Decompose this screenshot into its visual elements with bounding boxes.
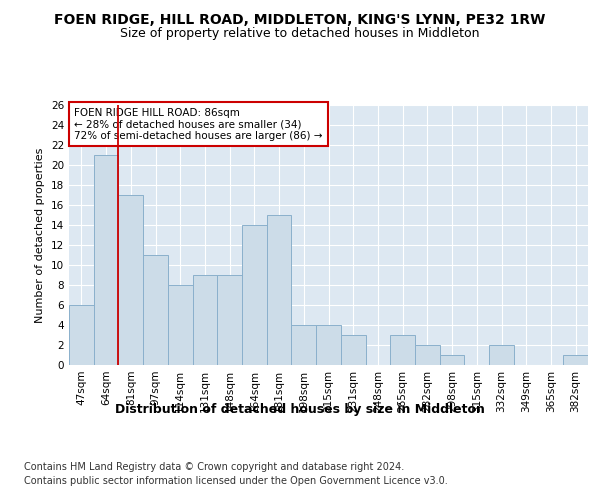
Bar: [217, 275, 242, 365]
Bar: [69, 305, 94, 365]
Bar: [440, 355, 464, 365]
Text: Distribution of detached houses by size in Middleton: Distribution of detached houses by size …: [115, 402, 485, 415]
Bar: [94, 155, 118, 365]
Bar: [563, 355, 588, 365]
Y-axis label: Number of detached properties: Number of detached properties: [35, 148, 46, 322]
Bar: [341, 335, 365, 365]
Text: FOEN RIDGE HILL ROAD: 86sqm
← 28% of detached houses are smaller (34)
72% of sem: FOEN RIDGE HILL ROAD: 86sqm ← 28% of det…: [74, 108, 323, 141]
Bar: [168, 285, 193, 365]
Text: Contains HM Land Registry data © Crown copyright and database right 2024.: Contains HM Land Registry data © Crown c…: [24, 462, 404, 472]
Bar: [118, 195, 143, 365]
Bar: [316, 325, 341, 365]
Bar: [143, 255, 168, 365]
Bar: [292, 325, 316, 365]
Text: Contains public sector information licensed under the Open Government Licence v3: Contains public sector information licen…: [24, 476, 448, 486]
Bar: [242, 225, 267, 365]
Bar: [489, 345, 514, 365]
Bar: [415, 345, 440, 365]
Bar: [390, 335, 415, 365]
Bar: [193, 275, 217, 365]
Text: Size of property relative to detached houses in Middleton: Size of property relative to detached ho…: [120, 28, 480, 40]
Bar: [267, 215, 292, 365]
Text: FOEN RIDGE, HILL ROAD, MIDDLETON, KING'S LYNN, PE32 1RW: FOEN RIDGE, HILL ROAD, MIDDLETON, KING'S…: [55, 12, 545, 26]
